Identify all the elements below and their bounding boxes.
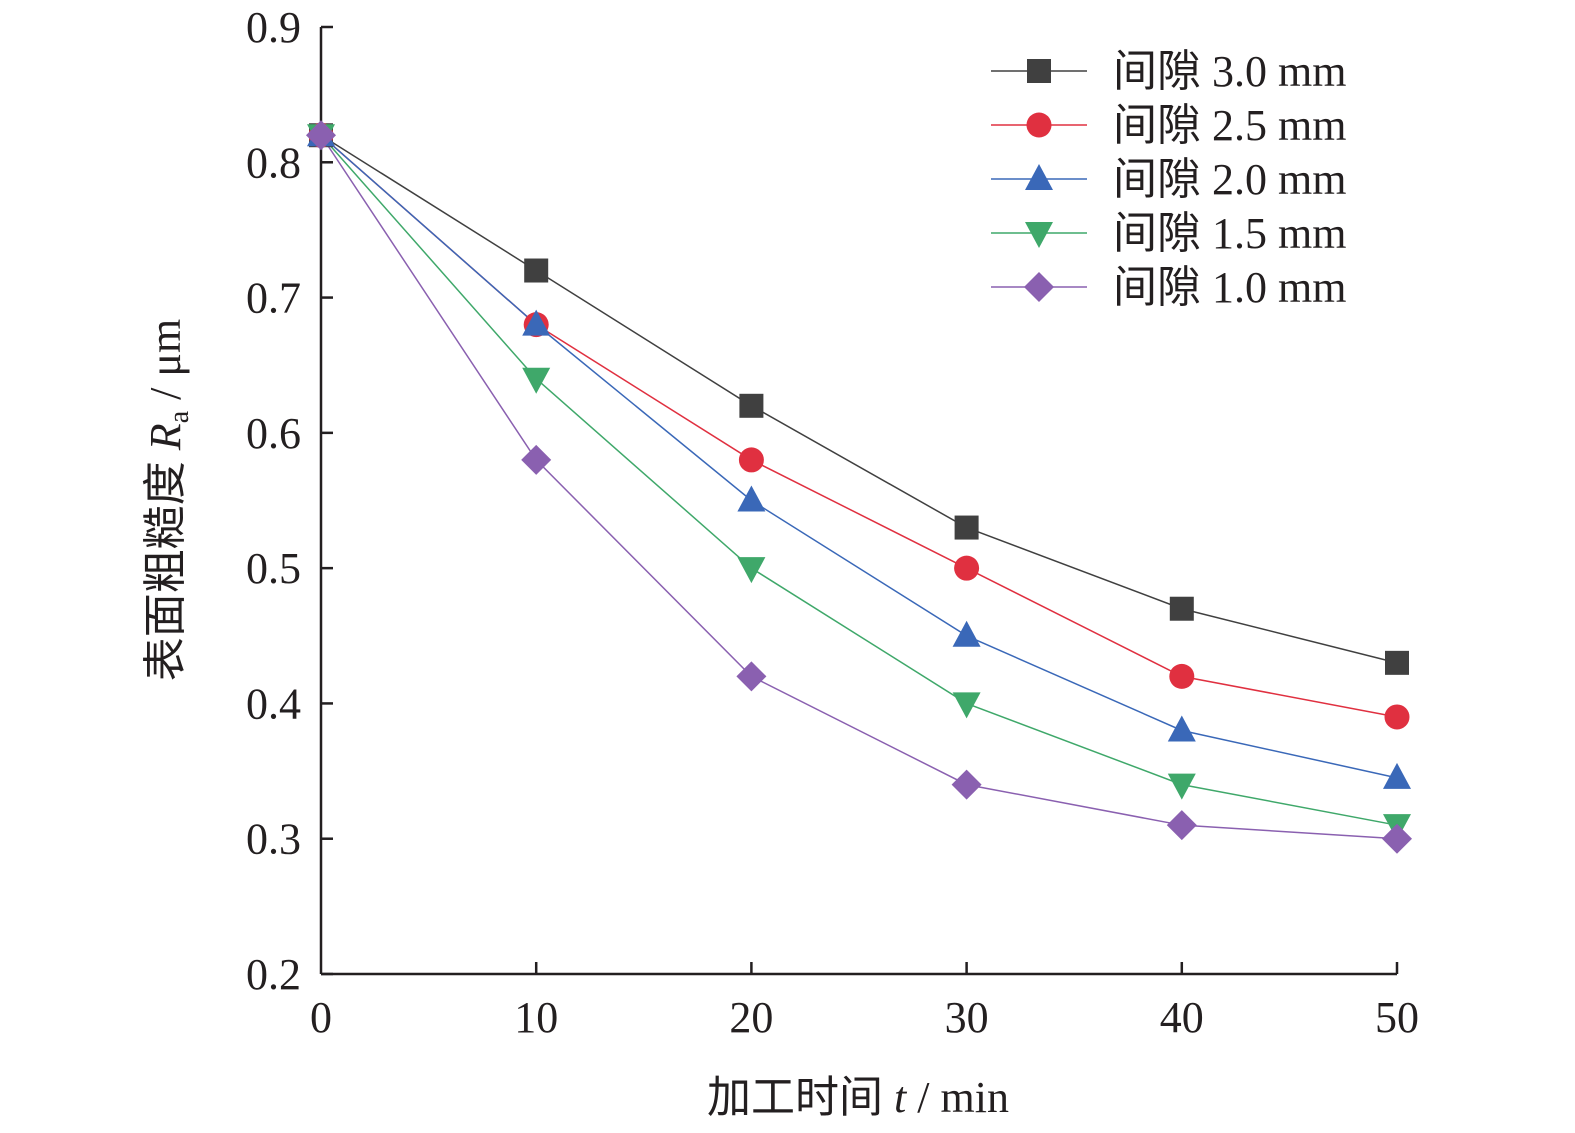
x-tick-label: 30: [945, 993, 989, 1042]
data-point: [951, 769, 982, 800]
legend-label: 间隙 1.0 mm: [1113, 263, 1346, 312]
x-axis-title-prefix: 加工时间: [707, 1073, 894, 1122]
x-tick-label: 0: [310, 993, 332, 1042]
y-tick-label: 0.3: [246, 815, 301, 864]
data-point: [1169, 663, 1195, 689]
x-axis-title-suffix: / min: [906, 1073, 1009, 1122]
y-ticks: 0.2 0.3 0.4 0.5 0.6 0.7 0.8 0.9: [246, 3, 333, 999]
data-point: [1385, 650, 1409, 675]
data-point: [522, 309, 551, 336]
data-point: [1027, 59, 1051, 83]
data-point: [736, 661, 767, 692]
data-point: [954, 555, 980, 581]
x-axis-title-var: t: [894, 1073, 908, 1122]
data-point: [1169, 596, 1194, 621]
data-point: [306, 120, 336, 151]
y-axis-title-suffix: / μm: [141, 319, 190, 411]
data-point: [952, 620, 981, 647]
legend: 间隙 3.0 mm 间隙 2.5 mm 间隙 2.0 mm 间隙 1.5 mm 间隙 1…: [991, 47, 1346, 312]
y-axis-title-var: R: [141, 423, 190, 451]
data-point: [522, 367, 551, 394]
data-point: [1026, 112, 1052, 138]
x-tick-label: 20: [729, 993, 773, 1042]
data-point: [952, 692, 981, 719]
data-point: [1383, 762, 1411, 789]
y-tick-label: 0.2: [246, 950, 301, 999]
series-line: [320, 134, 1398, 664]
y-axis-title: 表面粗糙度 Ra / μm: [141, 319, 195, 681]
legend-label: 间隙 3.0 mm: [1113, 47, 1346, 96]
data-point: [521, 444, 552, 475]
y-tick-label: 0.6: [246, 409, 301, 458]
axes: [319, 27, 1397, 976]
y-tick-label: 0.9: [246, 3, 301, 52]
data-point: [1382, 823, 1412, 854]
data-point: [1166, 810, 1197, 841]
data-point: [739, 393, 764, 418]
data-point: [1024, 272, 1054, 302]
data-point: [738, 447, 764, 473]
series-line: [320, 134, 1398, 779]
data-point: [737, 485, 766, 512]
y-tick-label: 0.5: [246, 544, 301, 593]
y-tick-label: 0.8: [246, 138, 301, 187]
series-markers: [306, 120, 1412, 854]
data-point: [954, 515, 979, 540]
series-line: [320, 134, 1398, 840]
y-tick-label: 0.7: [246, 274, 301, 323]
data-point: [1025, 222, 1053, 248]
y-axis-title-prefix: 表面粗糙度: [141, 450, 190, 681]
x-ticks: 0 10 20 30 40 50: [310, 962, 1419, 1042]
y-axis-title-sub: a: [164, 410, 195, 423]
data-point: [524, 258, 549, 283]
x-tick-label: 50: [1375, 993, 1419, 1042]
data-point: [1167, 715, 1196, 742]
x-tick-label: 10: [514, 993, 558, 1042]
series-lines: [320, 134, 1398, 840]
y-tick-label: 0.4: [246, 679, 301, 728]
legend-label: 间隙 2.5 mm: [1113, 101, 1346, 150]
x-tick-label: 40: [1160, 993, 1204, 1042]
legend-label: 间隙 2.0 mm: [1113, 155, 1346, 204]
data-point: [1025, 164, 1053, 190]
data-point: [737, 557, 766, 584]
data-point: [1384, 704, 1410, 730]
data-point: [1167, 773, 1196, 800]
x-axis-title: 加工时间 t / min: [707, 1073, 1009, 1122]
series-line: [320, 134, 1398, 826]
legend-label: 间隙 1.5 mm: [1113, 209, 1346, 258]
